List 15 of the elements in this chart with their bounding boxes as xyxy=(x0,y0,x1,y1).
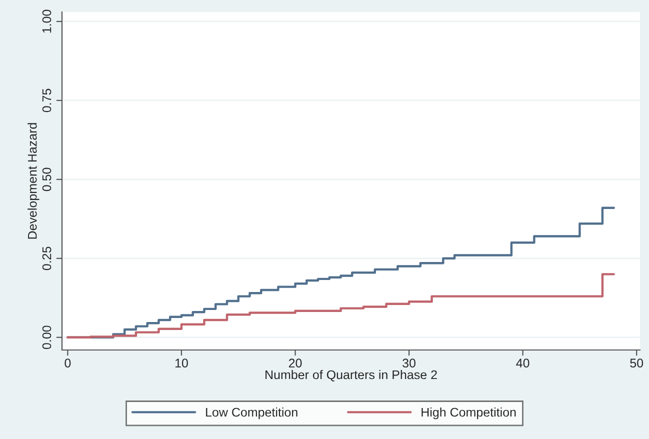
x-tick-label: 0 xyxy=(64,358,71,368)
legend-label: Low Competition xyxy=(206,408,298,420)
legend-label: High Competition xyxy=(422,408,516,420)
x-tick-label: 20 xyxy=(288,358,302,368)
x-tick-label: 50 xyxy=(630,358,644,368)
y-tick-label: 0.50 xyxy=(42,168,52,192)
y-tick-label: 0.00 xyxy=(42,326,52,350)
x-axis-title: Number of Quarters in Phase 2 xyxy=(266,370,437,382)
y-tick-label: 0.25 xyxy=(42,246,52,270)
x-tick-label: 10 xyxy=(175,358,188,368)
y-axis-title: Development Hazard xyxy=(28,123,40,239)
x-tick-label: 30 xyxy=(402,358,416,368)
x-tick-label: 40 xyxy=(516,358,530,368)
y-tick-label: 0.75 xyxy=(42,88,52,112)
y-tick-label: 1.00 xyxy=(42,10,52,33)
